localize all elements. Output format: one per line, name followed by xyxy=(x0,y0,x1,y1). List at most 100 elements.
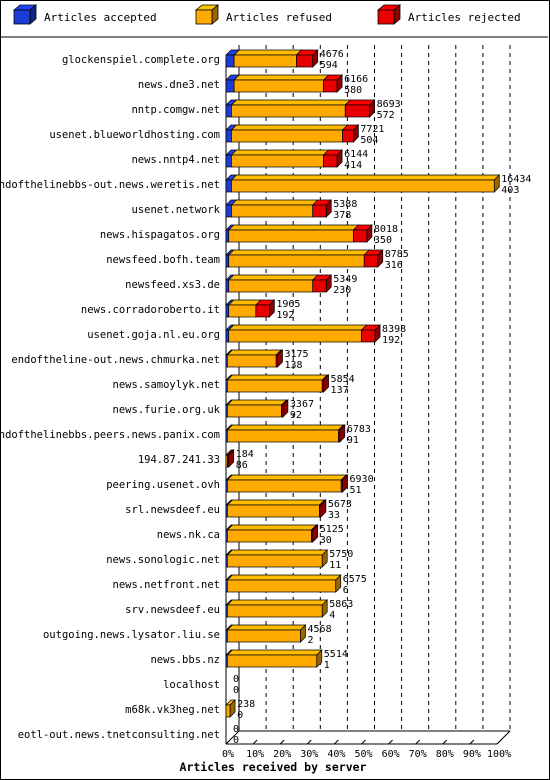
bar-refused-top xyxy=(230,124,349,131)
tick-mark xyxy=(442,739,448,745)
bar-side xyxy=(321,549,328,568)
bar-side xyxy=(229,699,236,718)
bar-side xyxy=(300,624,306,643)
tick-mark xyxy=(306,739,312,745)
server-label: usenet.goja.nl.eu.org xyxy=(87,329,220,341)
server-label: endofthelinebbs.peers.news.panix.com xyxy=(0,429,220,441)
server-label: news.nk.ca xyxy=(157,529,220,541)
bar-refused-top xyxy=(226,649,323,656)
bar-refused xyxy=(231,179,495,193)
x-tick-label: 70% xyxy=(409,749,427,760)
value-label-rejected: 0 xyxy=(237,710,243,721)
bar-refused xyxy=(227,579,337,593)
tick-mark xyxy=(279,739,285,745)
value-label-total: 5125 xyxy=(320,524,344,535)
server-label: srl.newsdeef.eu xyxy=(125,504,220,516)
value-label-rejected: 86 xyxy=(236,460,248,471)
value-label-total: 6166 xyxy=(344,74,368,85)
bar-refused-top xyxy=(226,474,348,481)
bar-refused-top xyxy=(226,349,282,356)
bar-side xyxy=(323,374,329,393)
bar-refused xyxy=(228,229,354,243)
x-tick-label: 80% xyxy=(436,749,454,760)
bar-side xyxy=(325,274,332,293)
value-label-rejected: 594 xyxy=(320,60,338,71)
server-label: peering.usenet.ovh xyxy=(106,479,220,491)
server-label: glockenspiel.complete.org xyxy=(62,54,220,66)
bar-side xyxy=(336,74,343,93)
bar-refused-top xyxy=(226,424,345,431)
bar-refused-top xyxy=(233,74,330,81)
value-label-total: 5673 xyxy=(328,499,352,510)
bar-accepted xyxy=(225,179,232,193)
server-label: 194.87.241.33 xyxy=(138,454,220,466)
value-label-rejected: 350 xyxy=(374,235,392,246)
value-label-total: 5349 xyxy=(333,274,357,285)
server-label: news.bbs.nz xyxy=(150,654,220,666)
value-label-rejected: 138 xyxy=(284,360,302,371)
value-label-rejected: 137 xyxy=(331,385,349,396)
x-tick-label: 10% xyxy=(246,749,264,760)
bar-refused-top xyxy=(226,374,329,381)
bar-accepted xyxy=(225,304,230,318)
value-label-total: 3175 xyxy=(284,349,308,360)
bar-side xyxy=(342,474,348,493)
value-label-total: 6575 xyxy=(343,574,367,585)
value-label-rejected: 316 xyxy=(385,260,403,271)
value-label-total: 238 xyxy=(237,699,255,710)
bar-accepted xyxy=(225,54,235,68)
bar-row: endofthelinebbs-out.news.weretis.net 1643… xyxy=(0,174,531,196)
x-tick-label: 40% xyxy=(327,749,345,760)
legend-label: Articles refused xyxy=(226,11,332,24)
server-label: newsfeed.bofh.team xyxy=(106,254,220,266)
legend: Articles accepted Articles refused Article… xyxy=(12,4,521,25)
value-label-total: 16434 xyxy=(501,174,531,185)
server-label: news.corradoroberto.it xyxy=(81,304,220,316)
bar-side xyxy=(312,49,319,68)
bar-side xyxy=(353,124,359,143)
bar-refused-top xyxy=(227,224,360,231)
tick-mark xyxy=(469,739,475,745)
legend-label: Articles accepted xyxy=(44,11,157,24)
tick-mark xyxy=(415,739,421,745)
value-label-rejected: 2 xyxy=(308,635,314,646)
bar-rejected xyxy=(353,229,368,243)
server-label: news.nntp4.net xyxy=(131,154,220,166)
bar-side xyxy=(320,499,327,518)
bar-refused xyxy=(231,154,324,168)
bar-refused xyxy=(228,254,365,268)
value-label-rejected: 92 xyxy=(290,410,302,421)
bar-row: eotl-out.news.tnetconsulting.net 00 xyxy=(18,724,239,746)
bar-refused xyxy=(228,329,362,343)
tick-mark xyxy=(252,739,258,745)
value-label-total: 4676 xyxy=(320,49,344,60)
bar-rejected xyxy=(323,154,338,168)
x-tick-label: 30% xyxy=(300,749,318,760)
bar-accepted xyxy=(225,279,230,293)
server-label: news.dne3.net xyxy=(138,79,220,91)
value-label-rejected: 6 xyxy=(343,585,349,596)
x-tick-label: 100% xyxy=(487,749,511,760)
value-label-rejected: 572 xyxy=(377,110,395,121)
bar-refused xyxy=(227,379,323,393)
value-label-rejected: 11 xyxy=(329,560,341,571)
bar-refused-top xyxy=(226,574,342,581)
value-label-total: 6930 xyxy=(350,474,374,485)
server-label: srv.newsdeef.eu xyxy=(125,604,220,616)
bar-side xyxy=(369,99,375,118)
bar-side xyxy=(316,649,323,668)
value-label-rejected: 30 xyxy=(320,535,332,546)
bar-refused xyxy=(231,129,343,143)
bar-refused xyxy=(227,429,339,443)
tick-mark xyxy=(496,739,502,745)
bar-side xyxy=(374,324,381,343)
bar-side xyxy=(269,299,275,318)
